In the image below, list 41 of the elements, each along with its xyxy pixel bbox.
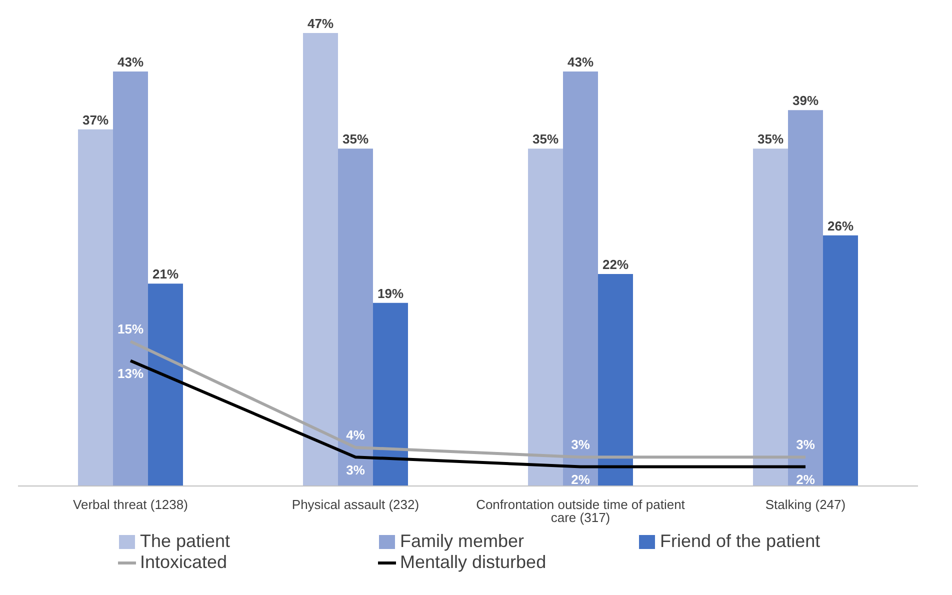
bar — [113, 72, 148, 486]
data-label: 13% — [117, 366, 144, 381]
bar — [373, 302, 408, 486]
data-label: 35% — [342, 132, 369, 147]
legend-label: Mentally disturbed — [400, 552, 546, 573]
bar — [823, 235, 858, 486]
data-label: 19% — [377, 286, 404, 301]
bar — [598, 274, 633, 486]
bar — [753, 148, 788, 486]
data-label: 26% — [827, 218, 854, 234]
bar — [78, 129, 113, 486]
legend-label: Family member — [400, 531, 524, 552]
data-label: 2% — [571, 472, 590, 487]
data-label: 43% — [567, 54, 594, 70]
data-label: 43% — [117, 54, 144, 70]
legend-label: Intoxicated — [140, 552, 228, 573]
legend-label: Friend of the patient — [660, 531, 820, 552]
data-label: 37% — [82, 112, 109, 128]
data-label: 3% — [571, 437, 590, 452]
data-label: 3% — [796, 437, 816, 452]
data-label: 35% — [532, 132, 559, 147]
x-tick-label: Physical assault (232) — [292, 497, 420, 512]
x-tick-label: Stalking (247) — [765, 497, 846, 512]
data-label: 21% — [152, 266, 179, 282]
bar — [303, 33, 338, 486]
bar — [338, 148, 373, 486]
data-label: 3% — [346, 462, 366, 478]
data-label: 2% — [796, 472, 816, 487]
bar — [528, 148, 563, 486]
data-label: 4% — [346, 427, 366, 442]
data-label: 15% — [117, 321, 144, 336]
data-label: 47% — [307, 16, 334, 31]
x-tick-label: Confrontation outside time of patient care (317) — [476, 497, 686, 526]
legend-label: The patient — [140, 531, 230, 552]
x-tick-label: Verbal threat (1238) — [73, 497, 188, 512]
data-label: 35% — [757, 132, 784, 147]
bar — [788, 110, 823, 486]
data-label: 22% — [602, 256, 629, 272]
bar — [563, 72, 598, 486]
bar — [148, 284, 183, 486]
data-label: 39% — [792, 93, 819, 108]
